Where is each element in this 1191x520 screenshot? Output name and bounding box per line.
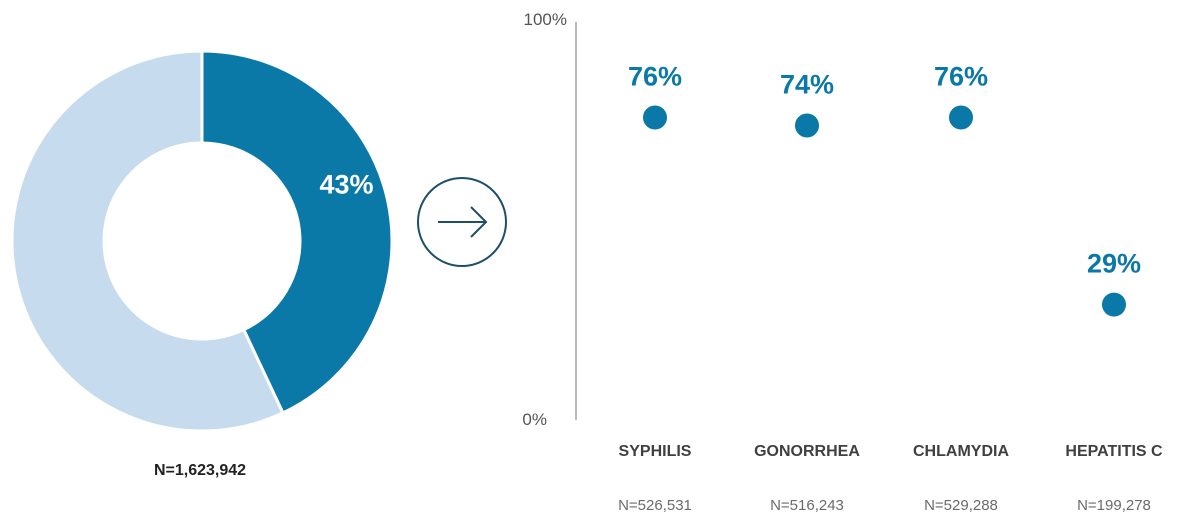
category-sample-size: N=529,288 <box>924 497 998 514</box>
donut-slice <box>200 49 394 415</box>
donut-sample-size: N=1,623,942 <box>153 462 247 479</box>
lollipop-point <box>949 105 973 130</box>
arrow-right-circle-icon <box>417 177 507 267</box>
category-sample-size: N=526,531 <box>618 497 692 514</box>
category-label: SYPHILIS <box>618 443 692 460</box>
lollipop-value-label: 76% <box>934 62 988 92</box>
lollipop-value-label: 74% <box>780 69 834 99</box>
category-sample-size: N=199,278 <box>1077 497 1151 514</box>
y-tick-bottom: 0% <box>522 410 547 429</box>
donut-slice-label: 43% <box>320 170 374 200</box>
donut-chart: 43% <box>10 49 394 433</box>
category-label: HEPATITIS C <box>1065 443 1163 460</box>
lollipop-value-label: 29% <box>1087 249 1141 279</box>
category-label: GONORRHEA <box>754 443 860 460</box>
y-tick-top: 100% <box>523 10 567 29</box>
lollipop-point <box>795 113 819 138</box>
category-sample-size: N=516,243 <box>770 497 844 514</box>
lollipop-chart: 76% 74% 76% 29% <box>575 22 1141 420</box>
lollipop-value-label: 76% <box>628 62 682 92</box>
donut-slice <box>10 49 285 433</box>
lollipop-point <box>643 105 667 130</box>
lollipop-point <box>1102 292 1126 317</box>
category-label: CHLAMYDIA <box>913 443 1009 460</box>
